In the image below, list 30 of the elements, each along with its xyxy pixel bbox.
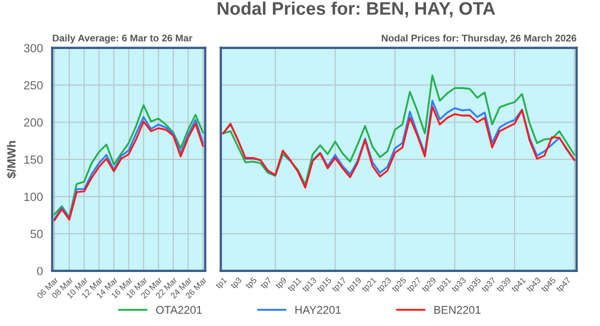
x-tick-label: tp11: [287, 276, 303, 293]
legend-label: OTA2201: [156, 306, 202, 314]
legend-label: BEN2201: [434, 306, 481, 314]
y-tick-label: 200: [24, 118, 43, 127]
x-tick-label: tp13: [302, 276, 318, 294]
y-tick-label: 150: [24, 155, 43, 164]
x-tick-label: tp7: [260, 276, 274, 290]
y-tick-label: 250: [24, 81, 43, 90]
x-tick-label: tp3: [230, 276, 244, 290]
y-axis-title: $/MWh: [6, 141, 16, 178]
x-tick-label: tp33: [451, 276, 468, 294]
x-tick-label: tp21: [361, 276, 378, 294]
x-tick-label: tp29: [421, 276, 438, 294]
y-tick-label: 300: [24, 44, 43, 52]
x-tick-label: tp9: [274, 276, 288, 290]
x-tick-label: tp23: [376, 276, 393, 294]
chart-subtitle: Daily Average: 6 Mar to 26 Mar: [52, 34, 192, 44]
y-tick-label: 0: [37, 266, 43, 276]
legend-label: HAY2201: [295, 306, 341, 314]
chart-title: Nodal Prices for: BEN, HAY, OTA: [218, 2, 495, 18]
x-tick-label: tp31: [436, 276, 452, 294]
x-tick-label: tp19: [346, 276, 363, 294]
chart-subtitle: Nodal Prices for: Thursday, 26 March 2026: [382, 34, 576, 44]
x-tick-label: tp41: [510, 276, 528, 294]
x-tick-label: tp1: [215, 276, 228, 290]
y-tick-label: 100: [24, 192, 43, 201]
x-tick-label: tp39: [496, 276, 512, 294]
x-tick-label: tp43: [526, 276, 542, 294]
x-tick-label: tp5: [245, 276, 258, 290]
y-tick-label: 50: [30, 230, 43, 238]
